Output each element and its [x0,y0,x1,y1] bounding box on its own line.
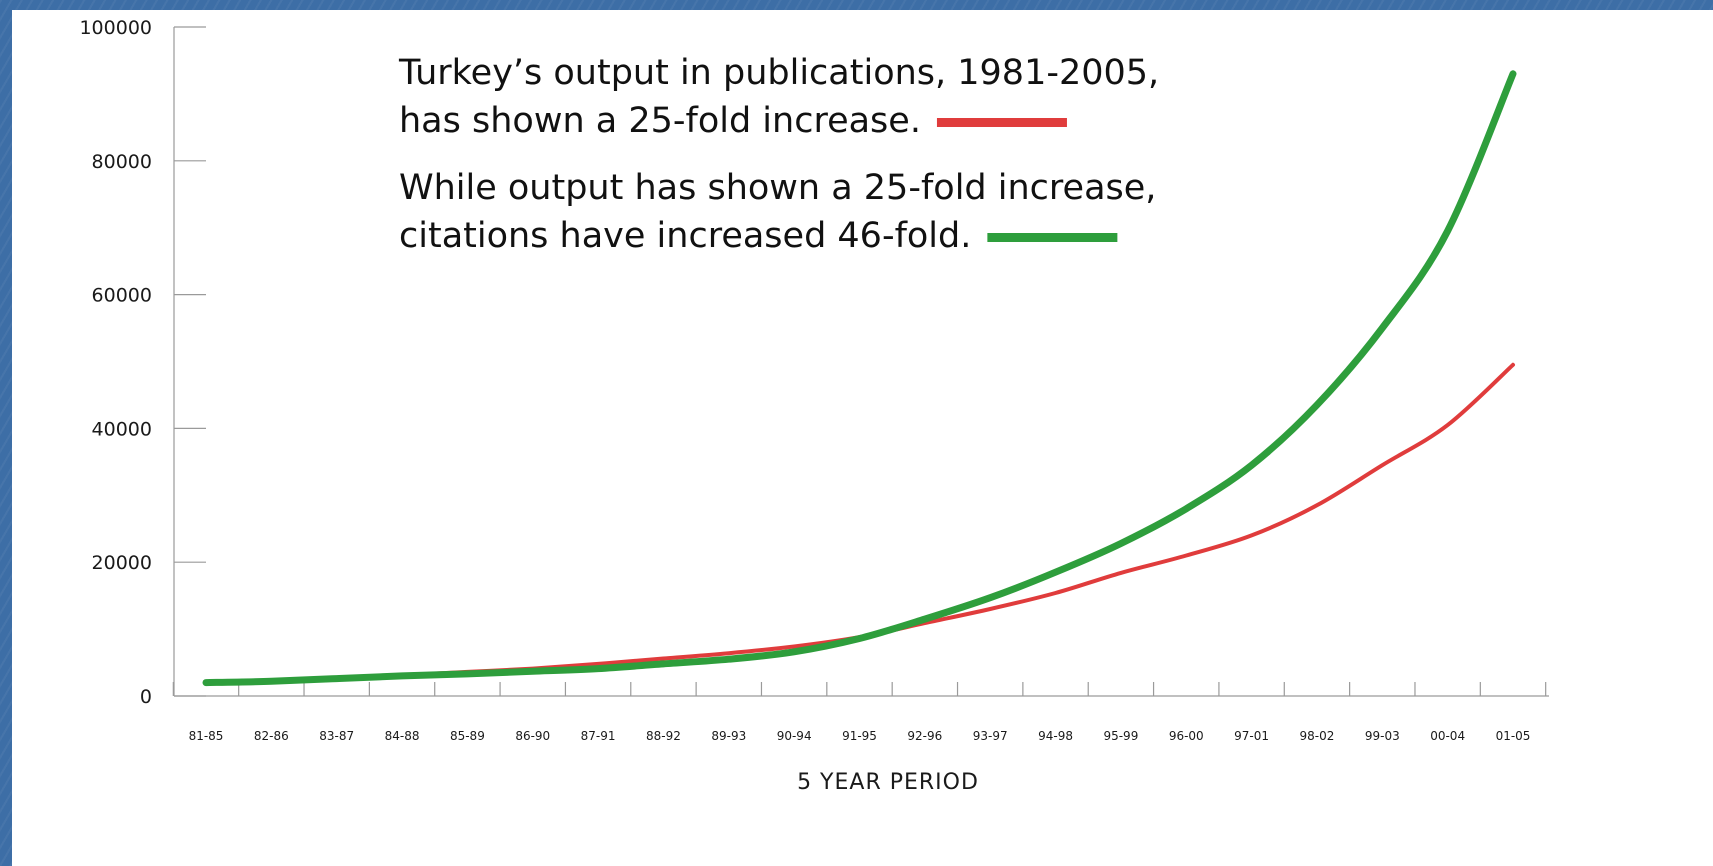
legend-swatch [987,233,1118,242]
x-tick-label: 84-88 [385,729,420,743]
axes: 0 20000 40000 60000 80000 100000 81-85 82-86 83-… [79,17,1549,743]
x-tick-label: 83-87 [319,729,354,743]
x-tick-label: 96-00 [1169,729,1204,743]
annotation-line: has shown a 25-fold increase. [399,101,921,141]
annotation-2: While output has shown a 25-fold increas… [399,168,1156,256]
annotation-line: citations have increased 46-fold. [399,216,971,256]
x-tick-label: 01-05 [1496,729,1531,743]
y-tick-label: 80000 [92,151,152,173]
x-tick-label: 91-95 [842,729,877,743]
y-tick-label: 40000 [92,418,152,440]
y-tick-label: 0 [140,686,152,708]
x-axis-title: 5 YEAR PERIOD [797,770,979,795]
series-layer [202,70,1517,687]
annotation-layer: Turkey’s output in publications, 1981-20… [398,53,1159,256]
x-tick-label: 82-86 [254,729,289,743]
x-tick-label: 81-85 [189,729,224,743]
y-tick-label: 60000 [92,285,152,307]
x-tick-label: 87-91 [581,729,616,743]
annotation-1: Turkey’s output in publications, 1981-20… [398,53,1159,141]
x-tick-label: 99-03 [1365,729,1400,743]
annotation-line: While output has shown a 25-fold increas… [399,168,1156,208]
x-tick-label: 97-01 [1234,729,1269,743]
x-tick-label: 89-93 [711,729,746,743]
x-tick-label: 90-94 [777,729,812,743]
x-tick-label: 95-99 [1103,729,1138,743]
y-tick-label: 100000 [79,17,152,39]
x-tick-label: 92-96 [907,729,942,743]
x-tick-label: 98-02 [1300,729,1335,743]
line-chart: 0 20000 40000 60000 80000 100000 81-85 82-86 83-… [79,17,1549,795]
x-tick-label: 93-97 [973,729,1008,743]
chart-frame: 0 20000 40000 60000 80000 100000 81-85 82-86 83-… [12,10,1713,866]
x-tick-label: 00-04 [1430,729,1465,743]
y-tick-label: 20000 [92,552,152,574]
x-tick-label: 85-89 [450,729,485,743]
legend-swatch [936,118,1067,127]
x-tick-label: 94-98 [1038,729,1073,743]
series-line-2 [202,70,1517,687]
annotation-line: Turkey’s output in publications, 1981-20… [398,53,1159,93]
x-tick-label: 88-92 [646,729,681,743]
x-tick-label: 86-90 [515,729,550,743]
